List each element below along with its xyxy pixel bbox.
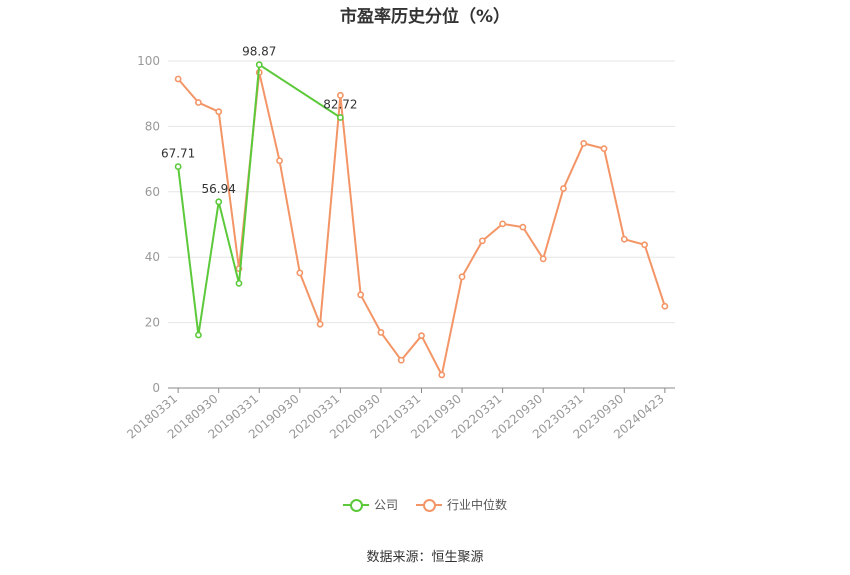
data-point xyxy=(519,223,527,231)
data-point xyxy=(499,220,507,228)
data-point xyxy=(195,331,202,339)
chart-title: 市盈率历史分位（%） xyxy=(339,7,511,27)
data-point xyxy=(316,320,324,328)
axis-layer: 0204060801002018033120180930201903312019… xyxy=(124,54,675,442)
data-point xyxy=(255,61,263,69)
legend-item-company[interactable]: 公司 xyxy=(342,496,398,513)
data-point xyxy=(195,99,202,106)
legend-company-label: 公司 xyxy=(373,498,398,512)
data-point xyxy=(235,279,243,287)
data-point xyxy=(296,269,304,277)
data-label: 98.87 xyxy=(242,45,276,59)
data-point xyxy=(620,235,628,243)
data-point xyxy=(560,185,567,192)
data-point xyxy=(215,198,223,206)
data-point xyxy=(357,291,365,299)
y-tick-label: 60 xyxy=(145,185,160,199)
data-point xyxy=(661,302,669,310)
data-point xyxy=(336,114,344,121)
series-line-0 xyxy=(177,63,341,337)
data-point xyxy=(336,91,344,99)
y-tick-label: 0 xyxy=(152,381,160,395)
series-layer xyxy=(174,61,669,379)
legend-industry-label: 行业中位数 xyxy=(447,498,508,512)
data-point xyxy=(641,241,648,249)
y-tick-label: 100 xyxy=(137,54,160,68)
data-point xyxy=(600,145,608,153)
legend-item-industry-median[interactable]: 行业中位数 xyxy=(416,496,507,513)
data-point xyxy=(478,237,486,245)
data-point xyxy=(377,329,385,336)
legend: 公司 行业中位数 xyxy=(0,496,850,513)
data-label: 56.94 xyxy=(202,182,236,196)
data-point xyxy=(458,273,466,281)
series-line-1 xyxy=(177,71,666,376)
data-point xyxy=(276,157,283,165)
data-label: 67.71 xyxy=(161,147,195,161)
y-tick-label: 40 xyxy=(145,250,160,264)
data-label: 82.72 xyxy=(323,98,357,112)
data-source-note: 数据来源：恒生聚源 xyxy=(366,550,484,565)
data-point xyxy=(397,356,405,364)
data-point xyxy=(438,371,446,379)
data-point xyxy=(580,140,588,147)
grid-layer xyxy=(168,60,675,324)
data-point xyxy=(174,75,182,83)
data-point xyxy=(539,255,547,263)
legend-company-marker-icon xyxy=(342,498,369,512)
data-point xyxy=(174,163,182,170)
y-tick-label: 80 xyxy=(145,119,160,133)
data-point xyxy=(418,332,425,340)
label-layer: 67.71 56.94 98.87 82.72 xyxy=(161,45,358,196)
y-tick-label: 20 xyxy=(145,316,160,330)
legend-industry-marker-icon xyxy=(416,498,442,512)
data-point xyxy=(215,108,223,116)
